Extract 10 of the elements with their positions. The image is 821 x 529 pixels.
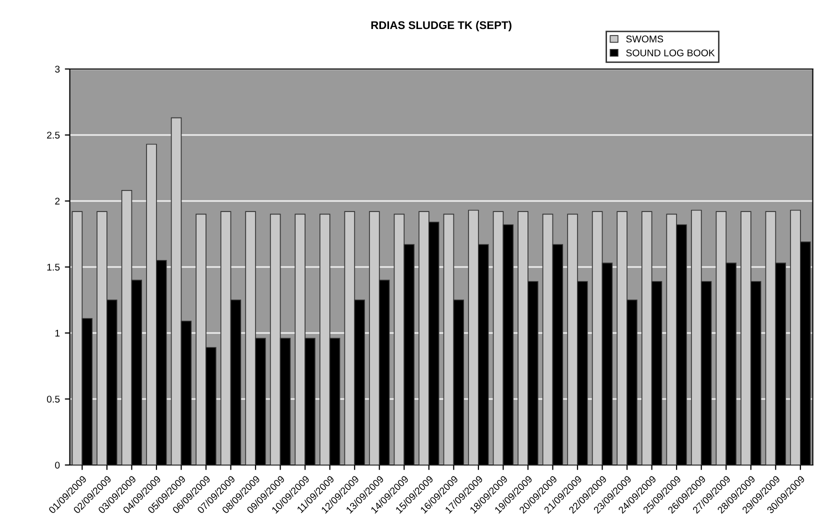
chart-title: RDIAS SLUDGE TK (SEPT)	[371, 20, 512, 32]
y-tick-label: 0.5	[46, 396, 60, 403]
y-tick-label: 1	[55, 330, 60, 337]
y-tick-label: 1.5	[47, 264, 60, 271]
legend-label: SOUND LOG BOOK	[626, 49, 715, 56]
y-tick-label: 0	[55, 462, 60, 469]
legend-label: SWOMS	[626, 36, 664, 42]
y-tick-label: 3	[55, 66, 60, 73]
y-tick-label: 2	[55, 198, 60, 205]
y-tick-label: 2.5	[47, 132, 60, 139]
